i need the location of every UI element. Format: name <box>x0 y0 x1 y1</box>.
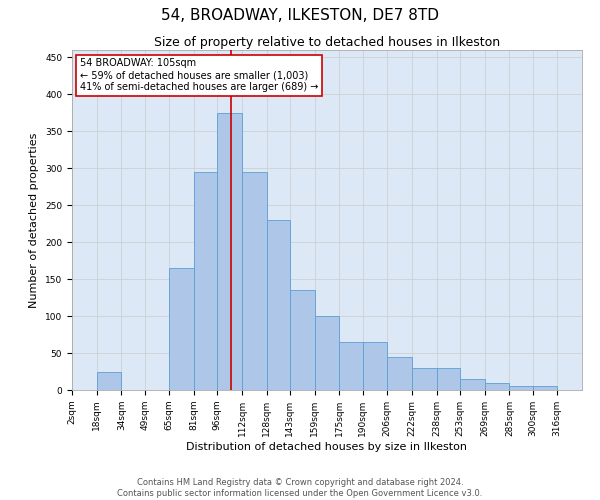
Text: 54, BROADWAY, ILKESTON, DE7 8TD: 54, BROADWAY, ILKESTON, DE7 8TD <box>161 8 439 22</box>
Text: 54 BROADWAY: 105sqm
← 59% of detached houses are smaller (1,003)
41% of semi-det: 54 BROADWAY: 105sqm ← 59% of detached ho… <box>80 58 318 92</box>
Bar <box>217 113 242 390</box>
Bar <box>533 386 557 390</box>
Bar <box>460 379 485 390</box>
Bar <box>509 386 533 390</box>
Bar <box>97 372 121 390</box>
Bar <box>169 268 194 390</box>
X-axis label: Distribution of detached houses by size in Ilkeston: Distribution of detached houses by size … <box>187 442 467 452</box>
Title: Size of property relative to detached houses in Ilkeston: Size of property relative to detached ho… <box>154 36 500 49</box>
Bar <box>267 220 290 390</box>
Bar <box>437 368 460 390</box>
Bar <box>242 172 267 390</box>
Bar <box>290 290 314 390</box>
Bar <box>387 356 412 390</box>
Y-axis label: Number of detached properties: Number of detached properties <box>29 132 40 308</box>
Bar <box>194 172 217 390</box>
Bar <box>485 382 509 390</box>
Text: Contains HM Land Registry data © Crown copyright and database right 2024.
Contai: Contains HM Land Registry data © Crown c… <box>118 478 482 498</box>
Bar <box>412 368 437 390</box>
Bar <box>340 342 362 390</box>
Bar <box>314 316 340 390</box>
Bar <box>362 342 387 390</box>
